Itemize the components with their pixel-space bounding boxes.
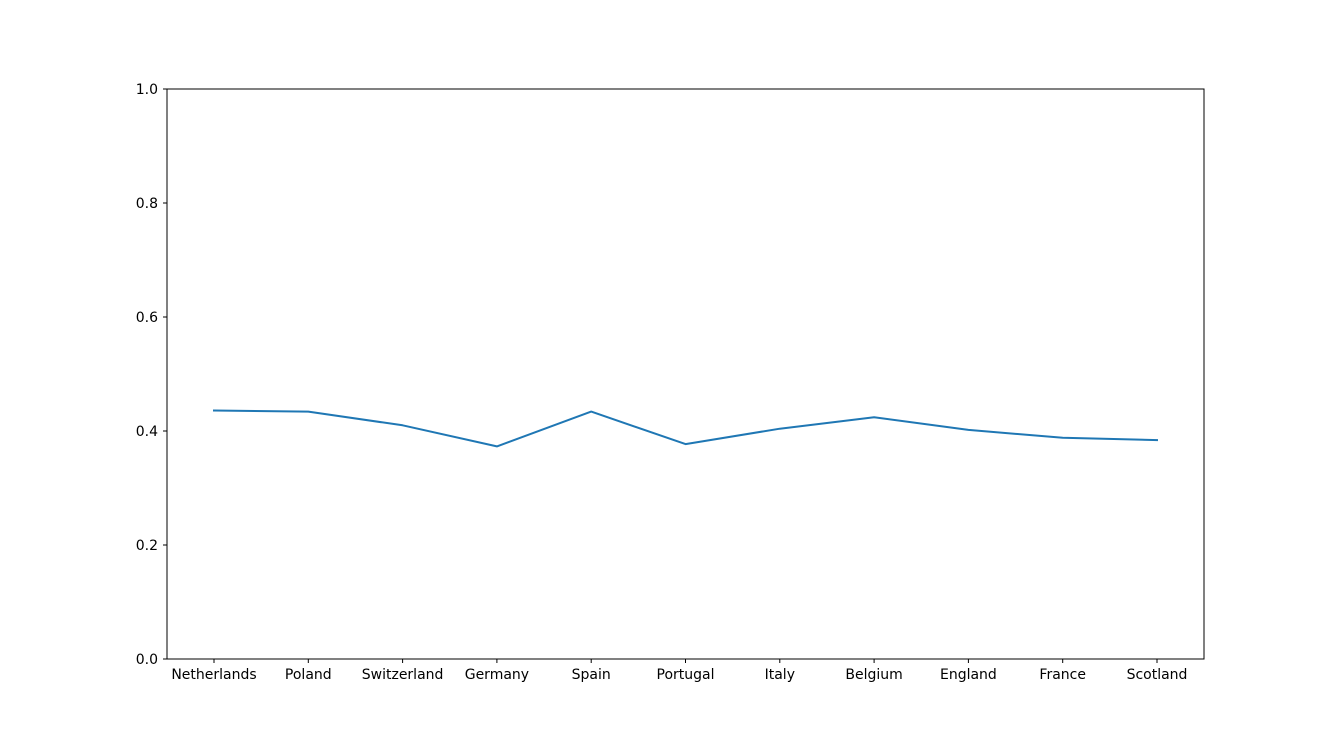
x-tick-label: Switzerland xyxy=(362,667,444,683)
x-tick-label: France xyxy=(1039,667,1086,683)
x-tick-label: Italy xyxy=(765,667,795,683)
y-axis: 0.0 0.2 0.4 0.6 0.8 1.0 xyxy=(136,82,167,668)
y-tick-label: 1.0 xyxy=(136,82,158,98)
y-tick-label: 0.4 xyxy=(136,424,158,440)
y-tick-label: 0.6 xyxy=(136,310,158,326)
x-axis: Netherlands Poland Switzerland Germany Spain… xyxy=(171,659,1187,683)
x-tick-label: Portugal xyxy=(657,667,715,683)
x-tick-label: England xyxy=(940,667,997,683)
y-tick-label: 0.0 xyxy=(136,652,158,668)
x-tick-label: Germany xyxy=(465,667,529,683)
x-tick-label: Spain xyxy=(572,667,611,683)
x-tick-label: Scotland xyxy=(1127,667,1188,683)
x-tick-label: Belgium xyxy=(845,667,902,683)
x-tick-label: Netherlands xyxy=(171,667,256,683)
x-tick-label: Poland xyxy=(285,667,332,683)
y-tick-label: 0.8 xyxy=(136,196,158,212)
plot-area-background xyxy=(167,89,1204,659)
y-tick-label: 0.2 xyxy=(136,538,158,554)
